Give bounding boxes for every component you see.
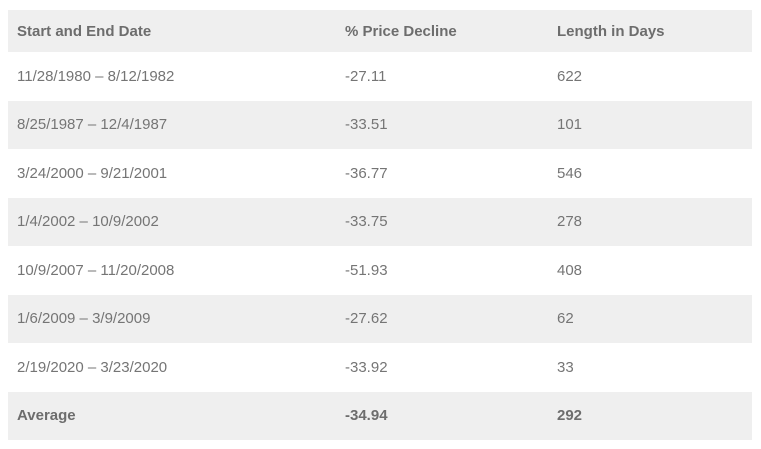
- table-average-row: Average -34.94 292: [8, 391, 752, 440]
- table-row: 10/9/2007 – 11/20/2008 -51.93 408: [8, 246, 752, 295]
- cell-date-range: 3/24/2000 – 9/21/2001: [17, 164, 168, 182]
- cell-length-days: 408: [557, 261, 583, 279]
- column-header-length-in-days: Length in Days: [557, 22, 665, 40]
- cell-average-price-decline: -34.94: [345, 407, 388, 425]
- cell-length-days: 101: [557, 116, 583, 134]
- cell-date-range: 8/25/1987 – 12/4/1987: [17, 116, 168, 134]
- cell-price-decline: -33.92: [345, 358, 388, 376]
- cell-date-range: 2/19/2020 – 3/23/2020: [17, 358, 168, 376]
- cell-length-days: 622: [557, 67, 583, 85]
- cell-average-label: Average: [17, 407, 76, 425]
- price-decline-table: Start and End Date % Price Decline Lengt…: [8, 10, 752, 440]
- cell-length-days: 62: [557, 310, 574, 328]
- cell-length-days: 278: [557, 213, 583, 231]
- table-row: 3/24/2000 – 9/21/2001 -36.77 546: [8, 149, 752, 198]
- table-row: 2/19/2020 – 3/23/2020 -33.92 33: [8, 343, 752, 392]
- price-decline-table-container: Start and End Date % Price Decline Lengt…: [8, 10, 752, 440]
- cell-price-decline: -51.93: [345, 261, 388, 279]
- cell-length-days: 33: [557, 358, 574, 376]
- cell-date-range: 1/4/2002 – 10/9/2002: [17, 213, 159, 231]
- cell-price-decline: -33.75: [345, 213, 388, 231]
- table-header-row: Start and End Date % Price Decline Lengt…: [8, 10, 752, 52]
- cell-date-range: 11/28/1980 – 8/12/1982: [17, 67, 175, 85]
- cell-date-range: 10/9/2007 – 11/20/2008: [17, 261, 175, 279]
- cell-price-decline: -27.11: [345, 67, 387, 85]
- table-row: 1/4/2002 – 10/9/2002 -33.75 278: [8, 197, 752, 246]
- cell-average-length-days: 292: [557, 407, 583, 425]
- table-row: 1/6/2009 – 3/9/2009 -27.62 62: [8, 294, 752, 343]
- cell-price-decline: -36.77: [345, 164, 388, 182]
- cell-price-decline: -27.62: [345, 310, 388, 328]
- cell-price-decline: -33.51: [345, 116, 388, 134]
- table-row: 8/25/1987 – 12/4/1987 -33.51 101: [8, 100, 752, 149]
- column-header-price-decline: % Price Decline: [345, 22, 457, 40]
- cell-length-days: 546: [557, 164, 583, 182]
- cell-date-range: 1/6/2009 – 3/9/2009: [17, 310, 151, 328]
- column-header-start-end-date: Start and End Date: [17, 22, 152, 40]
- table-row: 11/28/1980 – 8/12/1982 -27.11 622: [8, 52, 752, 101]
